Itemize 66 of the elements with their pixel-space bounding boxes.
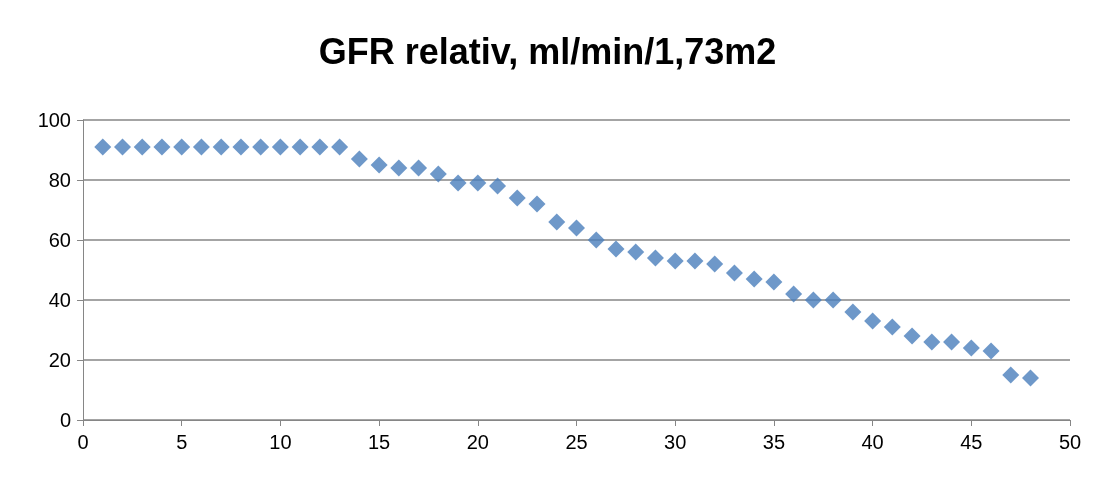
point [232, 138, 250, 156]
point [982, 342, 1000, 360]
point [627, 243, 645, 261]
x-tick-label: 50 [1058, 431, 1082, 453]
point [173, 138, 191, 156]
x-tick-label: 45 [960, 431, 983, 453]
point [1002, 366, 1020, 384]
point [153, 138, 171, 156]
x-tick-label: 0 [77, 431, 89, 453]
point [291, 138, 309, 156]
x-tick-label: 40 [861, 431, 884, 453]
point [212, 138, 230, 156]
point [587, 231, 605, 249]
point [686, 252, 704, 270]
point [390, 159, 408, 177]
point [94, 138, 112, 156]
point [370, 156, 388, 174]
point [508, 189, 526, 207]
point [666, 252, 684, 270]
point [725, 264, 743, 282]
point [706, 255, 724, 273]
point [607, 240, 625, 258]
x-tick-label: 5 [176, 431, 188, 453]
point [923, 333, 941, 351]
point [429, 165, 447, 183]
y-tick-label: 60 [48, 229, 71, 251]
point [903, 327, 921, 345]
y-tick-label: 40 [48, 289, 71, 311]
point [962, 339, 980, 357]
point [1022, 369, 1040, 387]
point [765, 273, 783, 291]
point [785, 285, 803, 303]
point [568, 219, 585, 237]
point [469, 174, 487, 192]
x-tick-label: 25 [565, 431, 588, 453]
x-tick-label: 10 [269, 431, 292, 453]
point [410, 159, 428, 177]
y-tick-label: 80 [48, 169, 71, 191]
point [271, 138, 289, 156]
point [331, 138, 349, 156]
x-tick-label: 15 [367, 431, 391, 453]
point [192, 138, 210, 156]
point [311, 138, 329, 156]
y-tick-label: 20 [48, 349, 71, 371]
point [804, 291, 822, 309]
point [844, 303, 862, 321]
point [864, 312, 882, 330]
point [943, 333, 961, 351]
x-tick-label: 20 [466, 431, 489, 453]
point [350, 150, 368, 168]
y-tick-label: 100 [37, 109, 71, 131]
chart-title: GFR relativ, ml/min/1,73m2 [318, 30, 777, 72]
point [252, 138, 270, 156]
point [646, 249, 664, 267]
x-tick-label: 30 [664, 431, 687, 453]
point [528, 195, 546, 213]
point [745, 270, 763, 288]
point [449, 174, 467, 192]
point [133, 138, 151, 156]
point [113, 138, 131, 156]
y-tick-label: 0 [59, 409, 71, 431]
point [824, 291, 842, 309]
point [548, 213, 566, 231]
x-tick-label: 35 [762, 431, 786, 453]
point [489, 177, 507, 195]
point [883, 318, 901, 336]
